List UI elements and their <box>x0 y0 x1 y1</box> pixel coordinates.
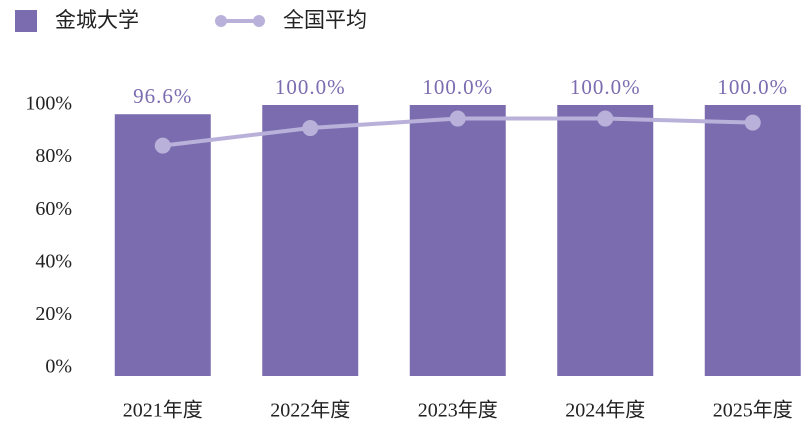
legend-label: 金城大学 <box>55 8 139 32</box>
point <box>744 114 761 131</box>
x-tick-label: 2024年度 <box>565 399 645 422</box>
value-label: 100.0% <box>275 75 346 99</box>
bar <box>557 105 654 376</box>
point <box>302 120 319 137</box>
bar <box>409 105 506 376</box>
y-tick-label: 0% <box>45 356 72 378</box>
value-label: 100.0% <box>717 75 788 99</box>
bar <box>114 114 211 377</box>
y-tick-label: 80% <box>35 145 72 167</box>
legend-label: 全国平均 <box>283 8 367 32</box>
x-tick-label: 2023年度 <box>418 399 498 422</box>
value-label: 100.0% <box>570 75 641 99</box>
value-label: 100.0% <box>422 75 493 99</box>
legend-swatch <box>215 15 227 27</box>
x-tick-label: 2025年度 <box>713 399 793 422</box>
point <box>449 110 466 127</box>
y-tick-label: 20% <box>35 303 72 325</box>
bar <box>704 105 801 376</box>
x-tick-label: 2021年度 <box>123 399 203 422</box>
point <box>154 137 171 154</box>
legend-swatch <box>15 10 37 32</box>
y-tick-label: 60% <box>35 198 72 220</box>
y-tick-label: 40% <box>35 250 72 272</box>
x-tick-label: 2022年度 <box>270 399 350 422</box>
bar <box>262 105 359 376</box>
value-label: 96.6% <box>133 84 192 108</box>
y-tick-label: 100% <box>25 93 72 115</box>
legend-swatch <box>253 15 265 27</box>
point <box>597 110 614 127</box>
